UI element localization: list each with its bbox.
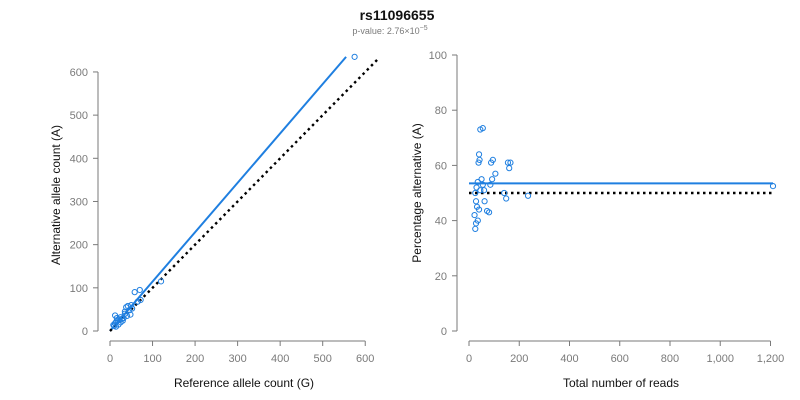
right-data-point: [475, 151, 483, 158]
left-data-point: [110, 321, 117, 329]
left-x-tick-label: 0: [107, 353, 113, 365]
right-y-tick-label: 100: [429, 50, 447, 62]
right-data-point: [475, 159, 482, 166]
right-data-point: [506, 165, 513, 172]
left-data-point: [136, 286, 143, 294]
left-data-point: [129, 305, 136, 312]
left-x-tick-label: 600: [356, 353, 374, 365]
left-x-tick-label: 100: [143, 353, 161, 365]
left-y-tick-label: 0: [82, 326, 88, 338]
right-data-point: [492, 170, 499, 177]
right-data-point: [476, 156, 483, 163]
right-y-axis-title: Percentage alternative (A): [410, 123, 424, 262]
left-data-point: [128, 301, 135, 309]
right-data-point: [474, 178, 481, 186]
left-y-tick-label: 100: [70, 283, 88, 295]
left-data-point: [134, 298, 141, 305]
right-data-point: [524, 192, 532, 199]
right-data-point: [472, 225, 479, 232]
left-x-tick-label: 400: [271, 353, 289, 365]
right-data-point: [507, 159, 514, 166]
left-x-tick-label: 300: [228, 353, 246, 365]
right-x-tick-label: 200: [510, 353, 528, 365]
left-y-tick-label: 400: [70, 153, 88, 165]
percentage-panel: 0 200 400 600 800 1,000 1,200 0 20 40 60 80 100 Total…: [410, 50, 784, 390]
left-y-tick-label: 200: [70, 240, 88, 252]
right-data-point: [472, 189, 479, 197]
right-y-tick-label: 20: [435, 271, 447, 283]
right-data-point: [477, 187, 484, 194]
left-x-tick-label: 200: [186, 353, 204, 365]
right-x-tick-label: 800: [661, 353, 679, 365]
right-data-point: [480, 187, 488, 194]
right-data-point: [481, 198, 488, 205]
right-y-tick-label: 80: [435, 105, 447, 117]
right-data-point: [487, 181, 494, 188]
left-y-tick-label: 600: [70, 67, 88, 79]
right-data-point: [501, 189, 508, 197]
right-y-tick-label: 0: [441, 326, 447, 338]
chart-subtitle: p-value: 2.76×10−5: [352, 25, 427, 36]
right-y-tick-label: 60: [435, 160, 447, 172]
left-y-tick-label: 500: [70, 110, 88, 122]
right-x-tick-label: 400: [560, 353, 578, 365]
right-data-point: [488, 159, 495, 166]
left-y-tick-label: 300: [70, 196, 88, 208]
allele-count-panel: 0 100 200 300 400 500 600 0 100 200 300 400 500 600 Re…: [49, 53, 379, 390]
left-data-point: [126, 307, 133, 314]
left-data-point: [157, 278, 165, 285]
right-data-point: [504, 159, 512, 166]
right-data-point: [483, 207, 491, 215]
left-fit-line: [109, 56, 347, 332]
right-data-point: [472, 198, 480, 205]
left-data-point: [351, 53, 358, 60]
right-data-point: [489, 176, 496, 183]
left-x-tick-label: 500: [314, 353, 332, 365]
right-x-tick-label: 1,200: [757, 353, 785, 365]
right-x-tick-label: 0: [466, 353, 472, 365]
left-data-point: [131, 289, 138, 296]
right-data-point: [477, 126, 484, 133]
left-data-point: [117, 314, 124, 321]
right-data-point: [769, 183, 777, 190]
left-y-axis-title: Alternative allele count (A): [49, 125, 63, 265]
subtitle-exponent: −5: [420, 25, 428, 32]
right-x-tick-label: 1,000: [706, 353, 734, 365]
right-data-point: [479, 181, 486, 188]
left-data-point: [121, 310, 128, 317]
right-data-point: [503, 195, 510, 202]
right-x-tick-label: 600: [611, 353, 629, 365]
left-data-point: [112, 312, 119, 319]
left-x-axis-title: Reference allele count (G): [174, 376, 314, 390]
right-data-point: [475, 206, 483, 213]
subtitle-text: p-value: 2.76×10: [352, 26, 419, 36]
right-x-axis-title: Total number of reads: [563, 376, 679, 390]
right-y-tick-label: 40: [435, 216, 447, 228]
chart-title: rs11096655: [360, 7, 435, 23]
left-data-point: [137, 296, 144, 304]
right-data-point: [471, 211, 478, 219]
left-null-reference-line: [109, 58, 379, 332]
